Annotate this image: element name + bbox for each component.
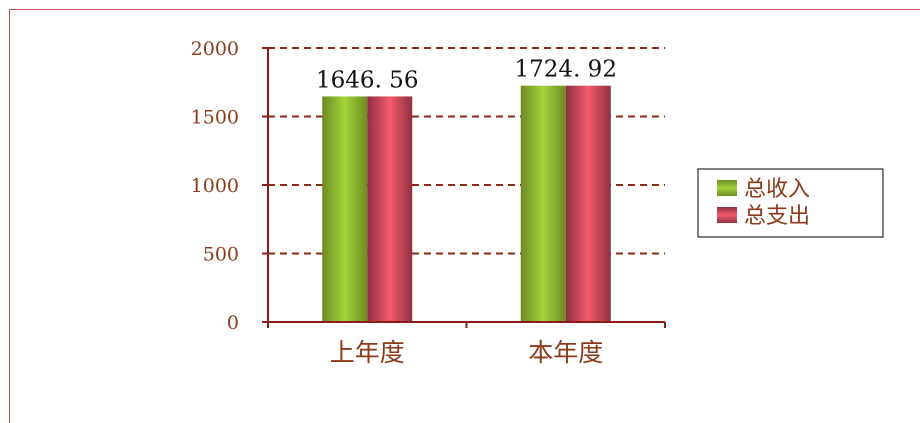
data-label: 1646. 56	[316, 67, 418, 93]
y-tick-label: 1000	[191, 175, 239, 197]
y-tick-label: 500	[203, 244, 239, 266]
y-tick-label: 2000	[191, 38, 239, 60]
data-label: 1724. 92	[515, 57, 617, 83]
x-category-label: 本年度	[528, 338, 603, 367]
bar	[322, 96, 368, 322]
x-category-label: 上年度	[330, 338, 405, 367]
legend-label: 总支出	[744, 204, 810, 229]
y-tick-label: 0	[227, 312, 239, 334]
bar	[520, 85, 566, 322]
y-tick-label: 1500	[191, 107, 239, 129]
legend-label: 总收入	[744, 177, 810, 202]
legend-swatch	[717, 207, 737, 223]
bar	[565, 85, 611, 322]
bar	[367, 96, 413, 322]
slide-frame	[9, 9, 920, 423]
legend-swatch	[717, 180, 737, 196]
